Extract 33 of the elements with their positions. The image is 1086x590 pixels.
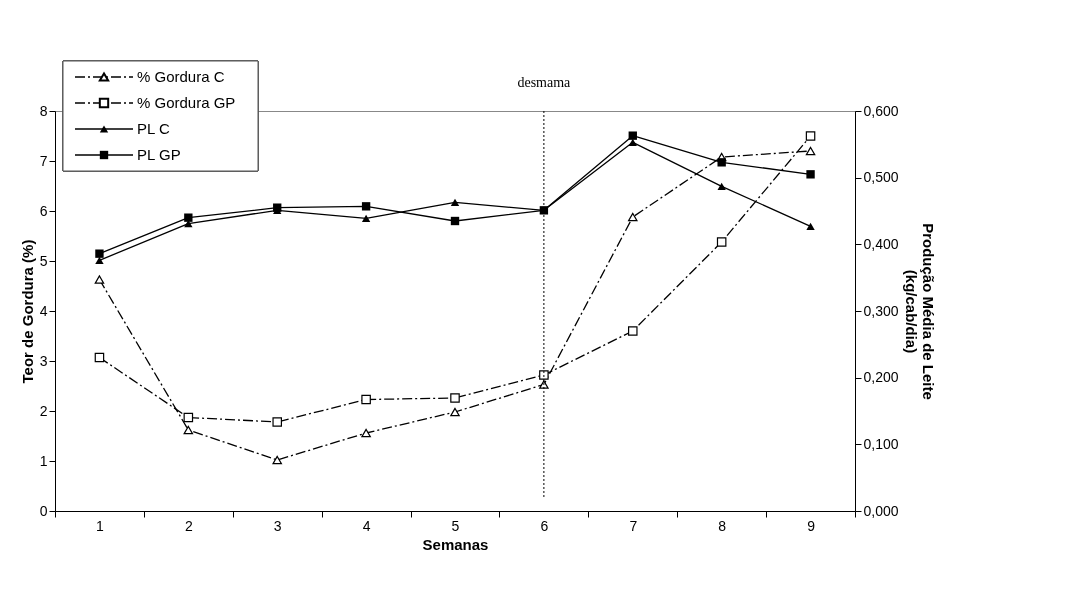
- ref-line-label: desmama: [517, 75, 572, 90]
- y-tick-label: 5: [39, 252, 48, 269]
- y-tick-label: 2: [39, 402, 48, 419]
- y-tick-label: 6: [39, 202, 48, 219]
- x-tick-label: 9: [807, 517, 816, 534]
- x-tick-label: 6: [540, 517, 549, 534]
- y2-tick-label: 0,600: [863, 102, 899, 119]
- x-axis-title: Semanas: [422, 535, 489, 553]
- x-tick-label: 4: [362, 517, 371, 534]
- y2-tick-label: 0,100: [863, 435, 899, 452]
- legend-label: PL GP: [137, 146, 181, 163]
- y2-tick-label: 0,400: [863, 235, 899, 252]
- x-tick-label: 1: [96, 517, 105, 534]
- x-tick-label: 5: [451, 517, 460, 534]
- y2-axis-title: Produção Média de Leite (kg/cab/dia): [902, 223, 937, 400]
- y-tick-label: 1: [39, 452, 48, 469]
- y-tick-label: 7: [39, 152, 48, 169]
- y-tick-label: 8: [39, 102, 48, 119]
- y2-tick-label: 0,500: [863, 169, 899, 186]
- x-tick-label: 3: [273, 517, 282, 534]
- y2-tick-label: 0,300: [863, 302, 899, 319]
- x-tick-label: 7: [629, 517, 638, 534]
- y2-tick-label: 0,000: [863, 502, 899, 519]
- y-tick-label: 4: [39, 302, 48, 319]
- y-tick-label: 3: [39, 352, 48, 369]
- x-tick-label: 2: [184, 517, 193, 534]
- legend-label: % Gordura GP: [137, 94, 236, 111]
- legend-label: % Gordura C: [137, 68, 225, 85]
- y2-tick-label: 0,200: [863, 369, 899, 386]
- y-tick-label: 0: [39, 502, 48, 519]
- x-tick-label: 8: [718, 517, 727, 534]
- y-axis-title: Teor de Gordura (%): [18, 239, 36, 384]
- legend-label: PL C: [137, 120, 170, 137]
